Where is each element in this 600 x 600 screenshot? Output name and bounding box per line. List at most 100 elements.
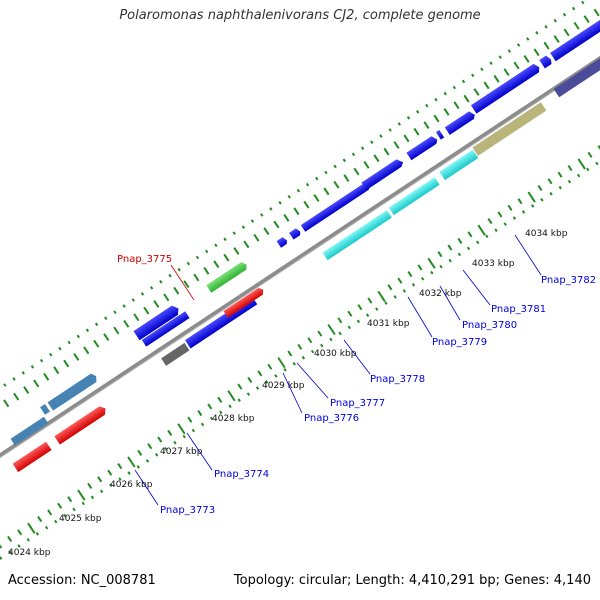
scale-tick — [107, 469, 113, 476]
scale-tick — [427, 257, 436, 269]
outer-tick — [333, 180, 340, 189]
outer-tick — [103, 333, 110, 341]
gene-steel-2[interactable] — [47, 372, 99, 411]
scale-tick — [197, 410, 203, 417]
scale-tick — [437, 251, 443, 258]
gene-label-pnap-3778[interactable]: Pnap_3778 — [370, 374, 425, 385]
leader-pnap-3775 — [170, 264, 195, 301]
scale-tick — [567, 164, 573, 172]
scale-tick — [207, 403, 213, 410]
scale-tick — [347, 310, 353, 317]
scale-tick — [227, 390, 236, 402]
scale-tick — [477, 224, 486, 236]
scale-tick — [217, 396, 223, 403]
tick-label: 4030 kbp — [314, 349, 357, 359]
outer-tick — [553, 35, 560, 43]
outer-tick — [453, 101, 460, 110]
scale-tick — [77, 489, 86, 501]
outer-tick — [3, 399, 10, 408]
gene-label-pnap-3774[interactable]: Pnap_3774 — [214, 469, 269, 480]
scale-tick — [167, 429, 173, 437]
outer-tick — [213, 260, 220, 269]
scale-tick — [547, 178, 553, 185]
tick-label: 4024 kbp — [8, 548, 51, 558]
scale-tick — [177, 423, 186, 435]
outer-tick — [113, 326, 120, 335]
scale-tick — [527, 191, 536, 203]
gene-label-pnap-3780[interactable]: Pnap_3780 — [462, 320, 517, 331]
outer-tick — [523, 55, 530, 63]
tick-label: 4032 kbp — [419, 289, 462, 299]
gene-label-pnap-3777[interactable]: Pnap_3777 — [330, 398, 385, 409]
tick-label: 4029 kbp — [262, 381, 305, 391]
scale-tick — [327, 323, 336, 336]
outer-tick — [63, 359, 70, 368]
scale-tick — [487, 217, 493, 225]
outer-tick — [433, 114, 440, 123]
gene-gray[interactable] — [161, 342, 190, 366]
outer-tick — [83, 346, 90, 355]
scale-tick — [387, 284, 393, 291]
tick-label: 4026 kbp — [110, 480, 153, 490]
outer-tick — [423, 121, 430, 130]
gene-label-pnap-3782[interactable]: Pnap_3782 — [541, 275, 596, 286]
scale-tick — [87, 482, 93, 490]
outer-tick — [93, 339, 100, 348]
scale-tick — [267, 363, 273, 370]
scale-tick — [517, 198, 523, 205]
outer-tick — [223, 253, 230, 262]
outer-tick — [493, 74, 500, 83]
scale-tick — [317, 330, 323, 337]
gene-label-pnap-3773[interactable]: Pnap_3773 — [160, 505, 215, 516]
outer-tick — [593, 8, 600, 17]
outer-tick — [393, 141, 400, 149]
outer-tick — [383, 147, 390, 156]
outer-tick — [153, 300, 160, 308]
outer-tick — [533, 48, 540, 57]
scale-tick — [37, 516, 43, 523]
outer-tick — [173, 286, 180, 295]
gene-khaki[interactable] — [472, 102, 547, 156]
forward-genes — [10, 11, 600, 446]
scale-tick — [287, 350, 293, 357]
outer-tick — [463, 94, 470, 103]
scale-tick — [467, 231, 473, 238]
scale-tick — [17, 529, 23, 536]
gene-slate[interactable] — [553, 39, 600, 98]
gene-red[interactable] — [54, 404, 108, 445]
outer-tick — [543, 41, 550, 50]
scale-tick — [277, 357, 286, 369]
outer-tick — [563, 28, 570, 37]
scale-tick — [27, 522, 36, 534]
scale-ticks — [0, 145, 600, 549]
scale-tick — [157, 436, 163, 443]
gene-green[interactable] — [206, 260, 248, 293]
scale-tick — [57, 502, 63, 509]
gene-pnap-3776[interactable] — [300, 182, 371, 232]
outer-tick — [293, 207, 300, 216]
outer-tick — [193, 273, 200, 282]
gene-leaders — [134, 234, 542, 506]
gene-steel[interactable] — [10, 416, 49, 446]
scale-tick — [577, 158, 586, 170]
scale-tick — [257, 370, 263, 377]
outer-tick — [203, 266, 210, 275]
gene-label-pnap-3775[interactable]: Pnap_3775 — [117, 254, 172, 265]
outer-tick — [53, 366, 60, 375]
scale-tick — [297, 343, 303, 350]
backbone — [0, 8, 600, 532]
outer-tick — [513, 61, 520, 70]
scale-tick — [187, 416, 193, 423]
outer-tick — [233, 247, 240, 255]
gene-label-pnap-3781[interactable]: Pnap_3781 — [491, 304, 546, 315]
scale-tick — [237, 383, 243, 390]
outer-tick — [163, 293, 170, 302]
outer-tick — [123, 319, 130, 328]
scale-tick — [397, 277, 403, 284]
outer-tick — [283, 213, 290, 222]
gene-label-pnap-3779[interactable]: Pnap_3779 — [432, 337, 487, 348]
gene-pnap-3775[interactable] — [223, 286, 265, 318]
gene-label-pnap-3776[interactable]: Pnap_3776 — [304, 413, 359, 424]
scale-tick — [417, 264, 423, 271]
